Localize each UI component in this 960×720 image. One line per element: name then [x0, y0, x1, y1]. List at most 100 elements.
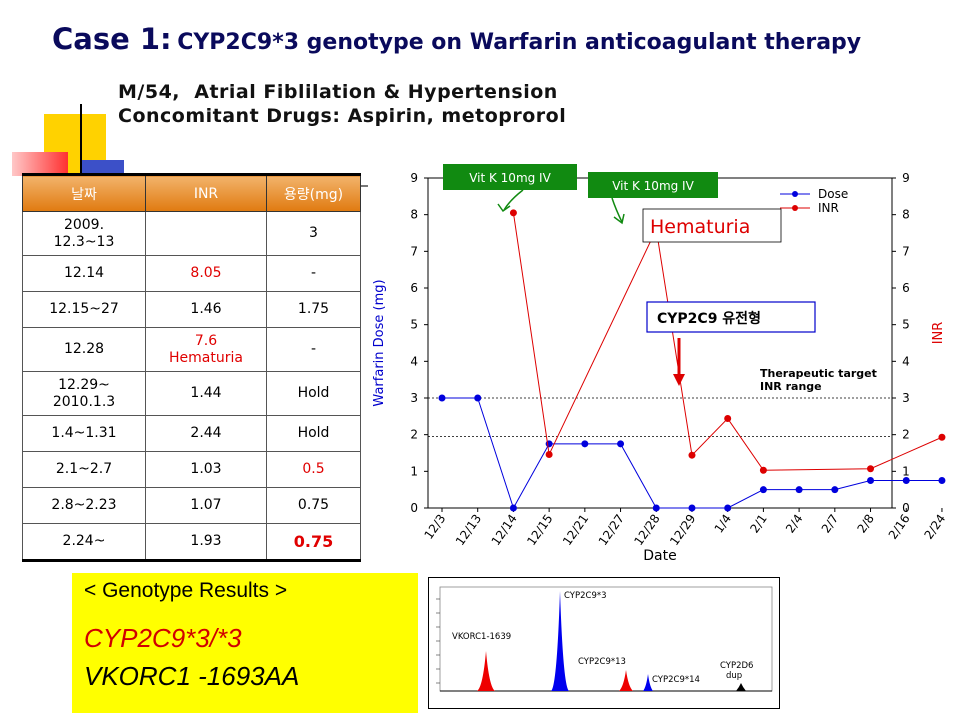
- peak-label: VKORC1-1639: [452, 632, 511, 642]
- hematuria-box: [642, 208, 782, 243]
- decor-horizontal-line: [354, 185, 368, 187]
- electropherogram-peak: [643, 674, 653, 691]
- x-tick-label: 12/15: [524, 512, 555, 548]
- table-row: 12.14 8.05-: [22, 255, 361, 292]
- data-point-dose: [902, 477, 910, 484]
- cell-dose: 0.75: [266, 523, 361, 562]
- data-point-inr: [724, 415, 732, 423]
- table-row: 12.15~27 1.46 1.75: [22, 291, 361, 328]
- peak-label: dup: [726, 671, 742, 681]
- cell-date: 12.29~ 2010.1.3: [22, 371, 146, 416]
- electropherogram: VKORC1-1639 CYP2C9*3 CYP2C9*13 CYP2C9*14 CYP…: [428, 577, 780, 709]
- x-tick-label: 2/24: [921, 512, 948, 542]
- series-line-inr: [512, 212, 943, 471]
- dose-table: 날짜 INR 용량(mg) 2009. 12.3~13 3 12.14 8.05- …: [22, 173, 361, 562]
- y-tick-label-right: 2: [902, 428, 910, 442]
- cell-inr: 8.05: [145, 255, 267, 292]
- data-point-dose: [938, 477, 946, 484]
- data-point-dose: [474, 394, 482, 402]
- data-point-dose: [617, 440, 625, 448]
- electropherogram-peak: [619, 670, 633, 691]
- genotype-results-box: < Genotype Results > CYP2C9*3/*3 VKORC1 …: [72, 573, 418, 713]
- peak-label: CYP2C9*3: [564, 591, 607, 601]
- table-row: 12.28 7.6 Hematuria -: [22, 327, 361, 372]
- legend-label: INR: [818, 201, 839, 215]
- vitk-arrow-head-2: [613, 213, 625, 225]
- cell-dose: 3: [266, 211, 361, 256]
- y-tick-label-right: 5: [902, 318, 910, 332]
- patient-line: M/54, Atrial Fiblilation & Hypertension: [118, 81, 558, 103]
- cell-dose: Hold: [266, 371, 361, 416]
- y-tick-label-left: 3: [410, 391, 418, 405]
- case-label: Case 1:: [52, 22, 172, 56]
- cell-dose: -: [266, 255, 361, 292]
- y-axis-label-left: Warfarin Dose (mg): [372, 279, 387, 406]
- vitk-arrow-2: [611, 197, 623, 223]
- y-axis-label-right: INR: [931, 322, 946, 345]
- target-label-1: Therapeutic target: [760, 367, 877, 380]
- y-tick-label-right: 8: [902, 208, 910, 222]
- legend-label: Dose: [818, 187, 848, 201]
- y-tick-label-left: 2: [410, 428, 418, 442]
- data-point-dose: [652, 504, 660, 512]
- cell-dose: Hold: [266, 415, 361, 452]
- cell-dose: -: [266, 327, 361, 372]
- cell-date: 12.14: [22, 255, 146, 292]
- cell-date: 1.4~1.31: [22, 415, 146, 452]
- y-tick-label-right: 1: [902, 464, 910, 478]
- decor-red-square: [12, 152, 68, 176]
- peak-label: CYP2C9*14: [652, 675, 700, 685]
- decor-blue-square: [80, 160, 124, 176]
- col-dose: 용량(mg): [266, 173, 361, 212]
- vitk-box-2: [588, 172, 718, 198]
- vitk-arrow-head-1: [497, 203, 511, 213]
- x-tick-label: 12/21: [560, 512, 591, 548]
- y-tick-label-left: 8: [410, 208, 418, 222]
- data-point-dose: [867, 477, 875, 484]
- case-text: CYP2C9*3 genotype on Warfarin anticoagul…: [177, 30, 862, 55]
- data-point-dose: [545, 440, 553, 448]
- cell-inr: 1.46: [145, 291, 267, 328]
- legend-marker: [792, 191, 798, 197]
- y-tick-label-right: 9: [902, 171, 910, 185]
- cell-date: 2.24~: [22, 523, 146, 562]
- vitk-label-1: Vit K 10mg IV: [469, 171, 551, 185]
- cell-date: 2.1~2.7: [22, 451, 146, 488]
- genotype-vkorc1: VKORC1 -1693AA: [84, 661, 300, 691]
- x-tick-label: 12/27: [596, 512, 627, 548]
- table-row: 12.29~ 2010.1.3 1.44 Hold: [22, 371, 361, 416]
- y-tick-label-right: 7: [902, 244, 910, 258]
- data-point-dose: [724, 504, 732, 512]
- decor-vertical-line: [80, 104, 82, 176]
- x-tick-label: 12/29: [667, 512, 698, 548]
- table-row: 2009. 12.3~13 3: [22, 211, 361, 256]
- y-tick-label-right: 4: [902, 354, 910, 368]
- electropherogram-peak: [736, 683, 746, 691]
- x-tick-label: 12/13: [453, 512, 484, 548]
- x-tick-label: 1/4: [712, 512, 735, 536]
- table-row: 2.8~2.23 1.07 0.75: [22, 487, 361, 524]
- data-point-inr: [759, 466, 767, 474]
- y-tick-label-left: 9: [410, 171, 418, 185]
- cell-date: 2009. 12.3~13: [22, 211, 146, 256]
- x-tick-label: 2/7: [819, 512, 842, 536]
- y-tick-label-left: 6: [410, 281, 418, 295]
- cell-inr: 2.44: [145, 415, 267, 452]
- hematuria-label: Hematuria: [650, 216, 750, 238]
- data-point-dose: [688, 504, 696, 512]
- x-tick-label: 2/1: [747, 512, 770, 536]
- peak-label: CYP2C9*13: [578, 657, 626, 667]
- x-tick-label: 2/16: [886, 512, 913, 542]
- data-point-dose: [831, 486, 839, 494]
- x-tick-label: 2/4: [783, 512, 806, 536]
- data-point-inr: [688, 451, 696, 459]
- genotype-annotation-label: CYP2C9 유전형: [657, 310, 761, 327]
- cell-inr: 1.07: [145, 487, 267, 524]
- cell-inr: 7.6 Hematuria: [145, 327, 267, 372]
- patient-info: M/54, Atrial Fiblilation & Hypertension …: [118, 80, 566, 128]
- table-row: 1.4~1.31 2.44 Hold: [22, 415, 361, 452]
- data-point-dose: [795, 486, 803, 494]
- y-tick-label-right: 6: [902, 281, 910, 295]
- cell-date: 12.28: [22, 327, 146, 372]
- page-title: Case 1: CYP2C9*3 genotype on Warfarin an…: [52, 22, 861, 56]
